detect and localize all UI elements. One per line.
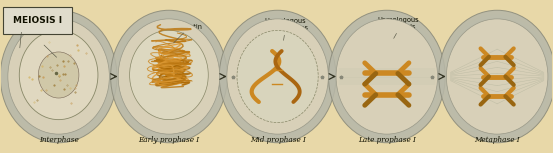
Text: Mid prophase I: Mid prophase I — [249, 136, 306, 144]
Ellipse shape — [331, 13, 442, 140]
Ellipse shape — [334, 17, 440, 136]
Ellipse shape — [113, 13, 225, 140]
Text: Homologous
chromatids: Homologous chromatids — [377, 17, 419, 30]
Ellipse shape — [118, 19, 220, 134]
Ellipse shape — [19, 30, 98, 120]
Ellipse shape — [8, 19, 109, 134]
Ellipse shape — [222, 13, 333, 140]
Ellipse shape — [226, 18, 329, 135]
Ellipse shape — [3, 13, 114, 140]
Text: Nucleus: Nucleus — [29, 36, 55, 42]
Ellipse shape — [333, 15, 441, 138]
Ellipse shape — [440, 12, 553, 141]
FancyBboxPatch shape — [3, 7, 72, 34]
Text: Interphase: Interphase — [39, 136, 79, 144]
Ellipse shape — [328, 10, 445, 143]
Text: Metaphase I: Metaphase I — [474, 136, 520, 144]
Ellipse shape — [116, 17, 222, 136]
Ellipse shape — [237, 30, 318, 123]
Ellipse shape — [439, 10, 553, 143]
Ellipse shape — [221, 12, 335, 141]
Ellipse shape — [111, 10, 227, 143]
Text: Chromatin: Chromatin — [168, 24, 203, 30]
Ellipse shape — [4, 15, 113, 138]
Ellipse shape — [118, 18, 220, 135]
Ellipse shape — [7, 18, 110, 135]
Text: Nuclear
envelope: Nuclear envelope — [6, 13, 37, 26]
Ellipse shape — [6, 17, 111, 136]
Ellipse shape — [446, 18, 549, 135]
Ellipse shape — [111, 10, 227, 143]
Ellipse shape — [2, 12, 116, 141]
Ellipse shape — [328, 10, 445, 143]
Ellipse shape — [445, 17, 550, 136]
Ellipse shape — [0, 10, 117, 143]
Ellipse shape — [225, 17, 330, 136]
Ellipse shape — [112, 12, 226, 141]
Ellipse shape — [223, 15, 332, 138]
Text: Late prophase I: Late prophase I — [358, 136, 416, 144]
Ellipse shape — [336, 18, 438, 135]
Ellipse shape — [115, 15, 223, 138]
Ellipse shape — [129, 30, 208, 120]
Ellipse shape — [38, 52, 79, 98]
Ellipse shape — [336, 19, 437, 134]
Text: MEIOSIS I: MEIOSIS I — [13, 16, 62, 25]
Ellipse shape — [439, 10, 553, 143]
Ellipse shape — [330, 12, 444, 141]
Ellipse shape — [227, 19, 328, 134]
Ellipse shape — [446, 19, 548, 134]
Text: Early prophase I: Early prophase I — [138, 136, 200, 144]
Ellipse shape — [219, 10, 336, 143]
Text: Homologous
chromosomes: Homologous chromosomes — [261, 18, 308, 31]
Ellipse shape — [442, 13, 552, 140]
Ellipse shape — [0, 10, 117, 143]
Ellipse shape — [219, 10, 336, 143]
Ellipse shape — [443, 15, 551, 138]
